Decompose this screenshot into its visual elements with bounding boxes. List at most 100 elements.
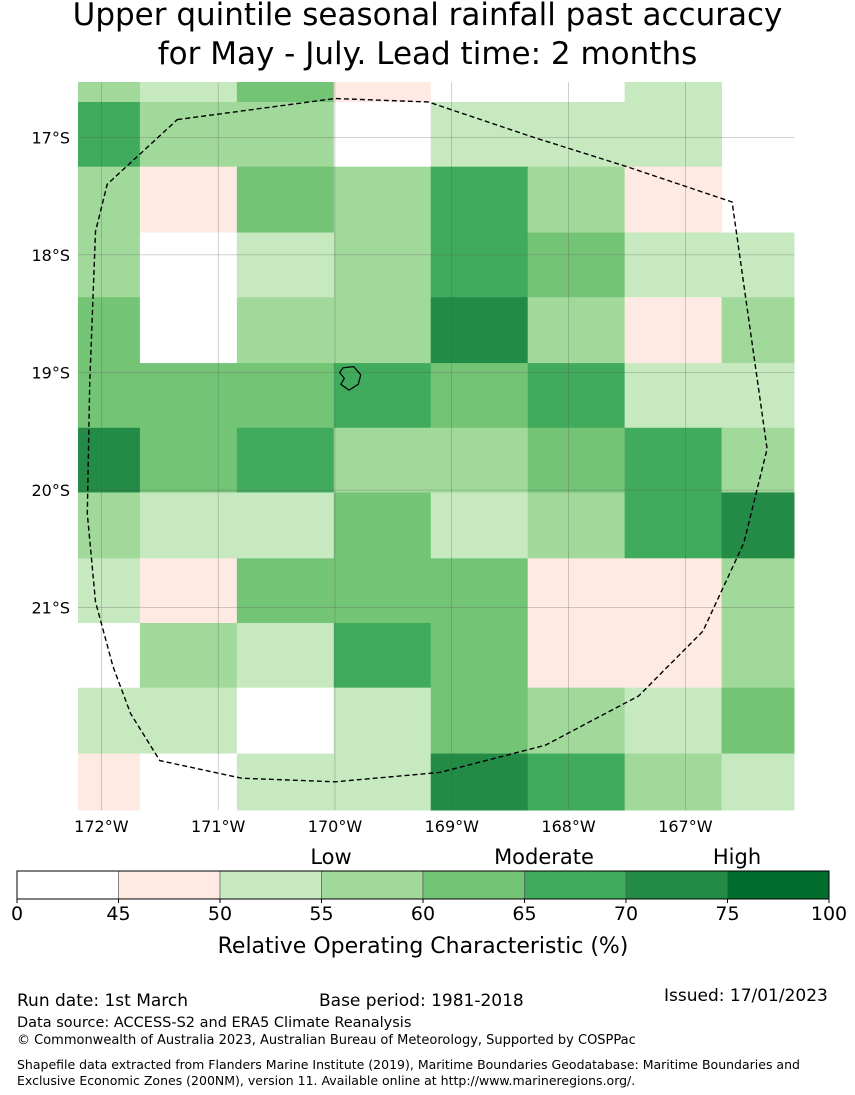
heatmap-cell bbox=[430, 166, 529, 234]
heatmap-cell bbox=[78, 753, 141, 811]
heatmap-cell bbox=[527, 753, 626, 811]
heatmap-cell bbox=[721, 363, 795, 429]
heatmap-cell bbox=[624, 558, 723, 624]
issued-date: Issued: 17/01/2023 bbox=[664, 986, 828, 1006]
colorbar-segment bbox=[422, 870, 525, 900]
x-tick-label: 167°W bbox=[658, 817, 713, 836]
heatmap-cell bbox=[527, 101, 626, 168]
heatmap-cell bbox=[139, 687, 238, 755]
colorbar-tick-label: 100 bbox=[811, 903, 847, 925]
copyright: © Commonwealth of Australia 2023, Austra… bbox=[17, 1033, 636, 1048]
colorbar-segment bbox=[16, 870, 119, 900]
y-tick-label: 19°S bbox=[31, 363, 70, 382]
heatmap-cell bbox=[236, 232, 335, 298]
colorbar-tick-label: 60 bbox=[411, 903, 435, 925]
heatmap-cell bbox=[236, 492, 335, 559]
heatmap-cell bbox=[430, 232, 529, 298]
y-tick-label: 21°S bbox=[31, 599, 70, 618]
y-tick-label: 17°S bbox=[31, 128, 70, 147]
niue-island-outline bbox=[338, 365, 362, 391]
heatmap-cell bbox=[333, 166, 432, 234]
colorbar-segment bbox=[321, 870, 424, 900]
colorbar-tick-label: 65 bbox=[512, 903, 536, 925]
heatmap-cell bbox=[721, 623, 795, 689]
heatmap-cell bbox=[139, 492, 238, 559]
heatmap-cell bbox=[78, 166, 141, 234]
y-tick-label: 18°S bbox=[31, 246, 70, 265]
heatmap-cell bbox=[624, 82, 723, 103]
heatmap-cell bbox=[333, 232, 432, 298]
heatmap-cell bbox=[236, 753, 335, 811]
heatmap-cell bbox=[333, 558, 432, 624]
heatmap-cell bbox=[430, 427, 529, 493]
heatmap-cell bbox=[333, 363, 432, 429]
colorbar-category-label: High bbox=[713, 845, 761, 869]
heatmap-cell bbox=[139, 166, 238, 234]
heatmap-cell bbox=[624, 687, 723, 755]
heatmap-cells bbox=[78, 82, 795, 811]
heatmap-cell bbox=[78, 297, 141, 364]
heatmap-cell bbox=[721, 687, 795, 755]
heatmap-cell bbox=[139, 297, 238, 364]
heatmap-cell bbox=[236, 623, 335, 689]
heatmap-cell bbox=[527, 623, 626, 689]
colorbar-segment bbox=[524, 870, 627, 900]
heatmap-cell bbox=[139, 101, 238, 168]
x-tick-label: 171°W bbox=[191, 817, 246, 836]
heatmap-cell bbox=[527, 166, 626, 234]
colorbar-tick-label: 0 bbox=[11, 903, 23, 925]
heatmap-cell bbox=[430, 363, 529, 429]
heatmap-cell bbox=[333, 492, 432, 559]
heatmap-cell bbox=[527, 558, 626, 624]
heatmap-cell bbox=[624, 166, 723, 234]
colorbar-category-label: Moderate bbox=[494, 845, 594, 869]
heatmap-cell bbox=[721, 558, 795, 624]
heatmap-cell bbox=[139, 363, 238, 429]
colorbar-segment bbox=[625, 870, 728, 900]
heatmap-cell bbox=[78, 427, 141, 493]
eez-boundary bbox=[86, 97, 768, 783]
colorbar-segment bbox=[727, 870, 830, 900]
shapefile-credit: Shapefile data extracted from Flanders M… bbox=[17, 1057, 800, 1088]
heatmap-cell bbox=[624, 363, 723, 429]
x-tick-label: 169°W bbox=[425, 817, 480, 836]
heatmap-cell bbox=[139, 558, 238, 624]
heatmap-cell bbox=[333, 297, 432, 364]
heatmap-cell bbox=[721, 492, 795, 559]
colorbar-segment bbox=[118, 870, 221, 900]
colorbar: 0 45 50 55 60 65 70 75 100 Low Moderate High Relativ… bbox=[11, 845, 847, 959]
x-axis-ticks: 172°W 171°W 170°W 169°W 168°W 167°W bbox=[74, 817, 713, 836]
colorbar-tick-label: 55 bbox=[309, 903, 333, 925]
heatmap-cell bbox=[430, 753, 529, 811]
colorbar-segment bbox=[219, 870, 322, 900]
heatmap-cell bbox=[527, 363, 626, 429]
heatmap-cell bbox=[624, 623, 723, 689]
heatmap-cell bbox=[78, 623, 141, 689]
heatmap-cell bbox=[236, 82, 335, 103]
heatmap-cell bbox=[430, 101, 529, 168]
heatmap-cell bbox=[333, 753, 432, 811]
heatmap-cell bbox=[624, 297, 723, 364]
base-period: Base period: 1981-2018 bbox=[319, 991, 524, 1011]
heatmap-cell bbox=[527, 232, 626, 298]
heatmap-cell bbox=[527, 82, 626, 103]
heatmap-cell bbox=[527, 297, 626, 364]
heatmap-cell bbox=[139, 623, 238, 689]
heatmap-cell bbox=[236, 363, 335, 429]
colorbar-tick-label: 75 bbox=[715, 903, 739, 925]
heatmap-cell bbox=[236, 558, 335, 624]
heatmap-cell bbox=[139, 232, 238, 298]
heatmap-cell bbox=[721, 232, 795, 298]
y-axis-ticks: 17°S 18°S 19°S 20°S 21°S bbox=[31, 128, 70, 617]
heatmap-cell bbox=[527, 427, 626, 493]
heatmap-cell bbox=[236, 166, 335, 234]
map-gridlines bbox=[78, 82, 794, 810]
heatmap-cell bbox=[721, 753, 795, 811]
y-tick-label: 20°S bbox=[31, 481, 70, 500]
heatmap-cell bbox=[430, 687, 529, 755]
heatmap-cell bbox=[236, 427, 335, 493]
heatmap-cell bbox=[78, 82, 141, 103]
x-tick-label: 170°W bbox=[308, 817, 363, 836]
heatmap-cell bbox=[430, 297, 529, 364]
